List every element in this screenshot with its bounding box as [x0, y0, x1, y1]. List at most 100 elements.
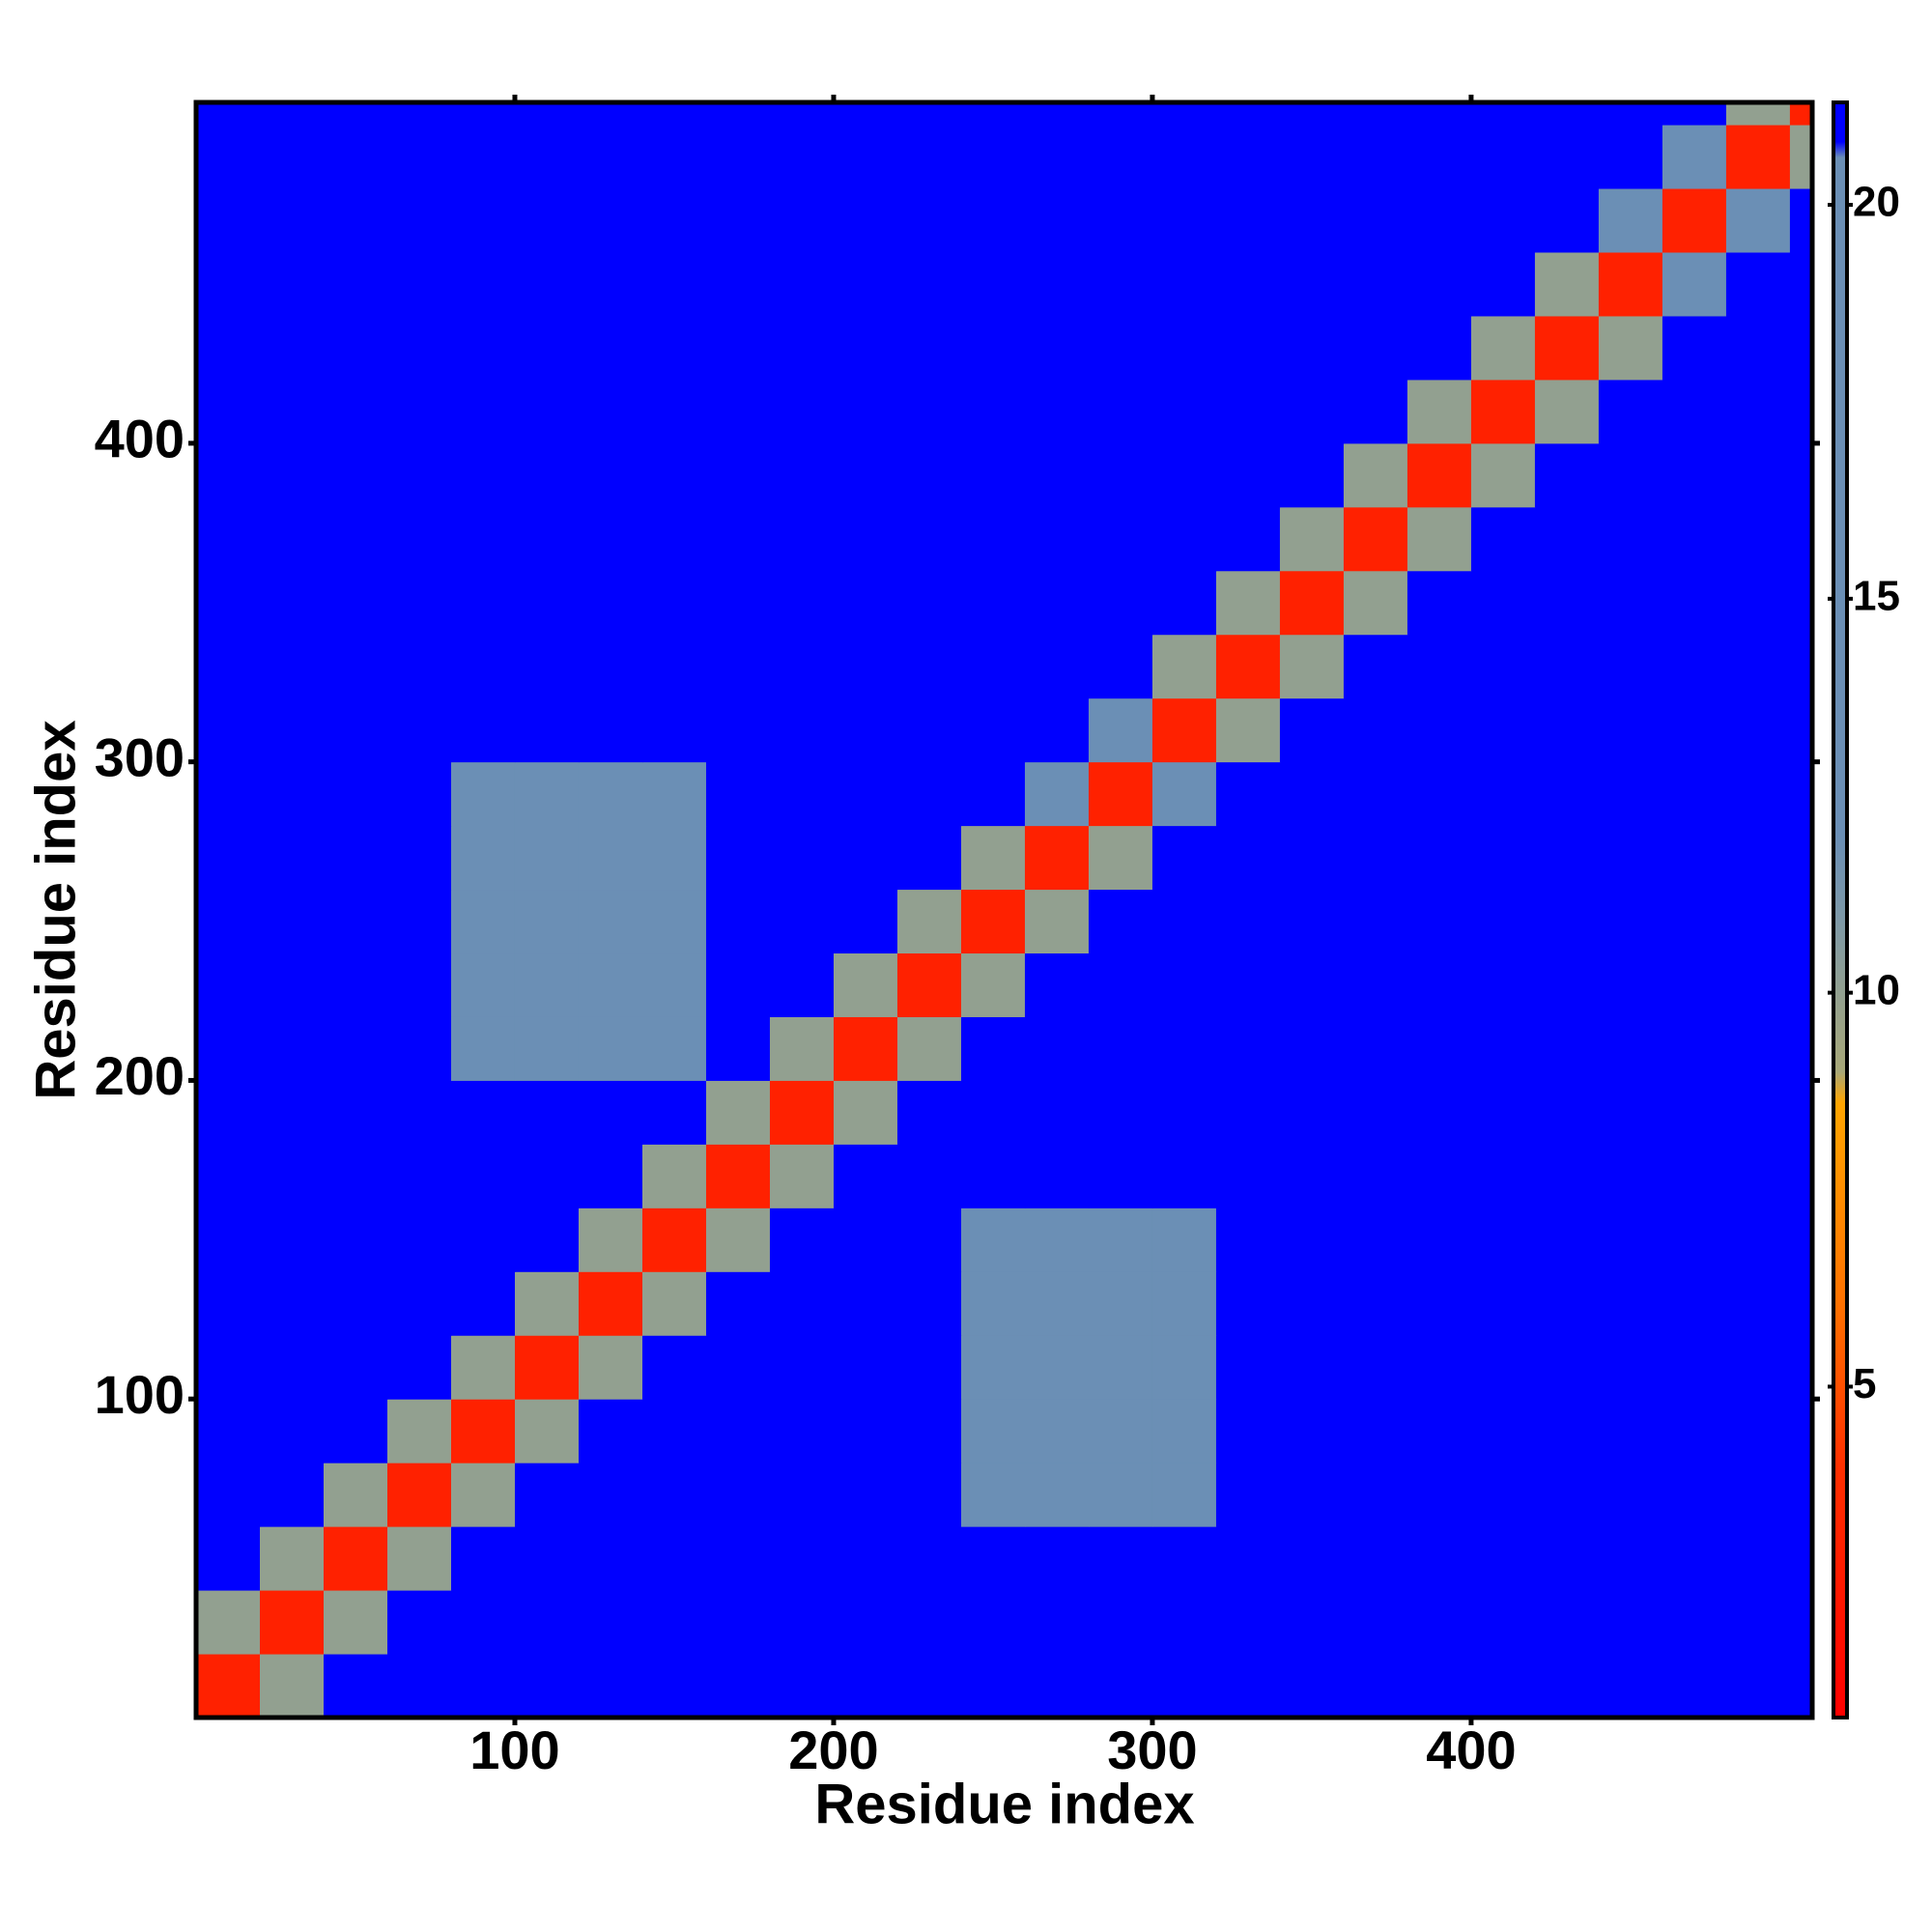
heatmap-cell [1470, 1654, 1536, 1719]
heatmap-cell [1343, 1463, 1408, 1527]
heatmap-cell [1024, 1399, 1090, 1463]
heatmap-cell [1598, 442, 1663, 508]
heatmap-cell [323, 1335, 388, 1400]
heatmap-cell [1088, 1271, 1153, 1336]
heatmap-cell [1662, 1590, 1727, 1655]
heatmap-cell [450, 1399, 516, 1463]
heatmap-cell [1725, 125, 1791, 189]
heatmap-cell [578, 125, 643, 189]
heatmap-cell [1662, 697, 1727, 763]
heatmap-cell [1279, 1208, 1345, 1272]
heatmap-cell [514, 825, 580, 891]
heatmap-cell [514, 1399, 580, 1463]
heatmap-cell [323, 1208, 388, 1272]
heatmap-cell [1343, 761, 1408, 827]
heatmap-cell [1088, 1335, 1153, 1400]
heatmap-cell [1343, 379, 1408, 444]
heatmap-cell [1470, 634, 1536, 699]
heatmap-cell [833, 251, 898, 317]
heatmap-cell [1215, 634, 1281, 699]
heatmap-cell [1088, 1080, 1153, 1145]
heatmap-cell [1470, 1526, 1536, 1591]
heatmap-cell [1662, 1080, 1727, 1145]
heatmap-cell [641, 697, 707, 763]
heatmap-cell [1534, 761, 1600, 827]
heatmap-cell [833, 188, 898, 253]
heatmap-cell [833, 761, 898, 827]
heatmap-cell [578, 442, 643, 508]
heatmap-cell [641, 1080, 707, 1145]
heatmap-cell [1598, 251, 1663, 317]
heatmap-cell [1088, 1144, 1153, 1208]
heatmap-cell [1470, 125, 1536, 189]
heatmap-cell [641, 570, 707, 636]
heatmap-cell [450, 889, 516, 954]
heatmap-cell [1534, 570, 1600, 636]
heatmap-cell [705, 1463, 771, 1527]
heatmap-cell [1406, 1463, 1472, 1527]
heatmap-cell [1343, 102, 1408, 126]
heatmap-cell [1789, 570, 1813, 636]
heatmap-cell [450, 102, 516, 126]
heatmap-cell [833, 1526, 898, 1591]
heatmap-cell [1470, 1399, 1536, 1463]
x-tick-label: 400 [1426, 1719, 1516, 1780]
heatmap-cell [514, 761, 580, 827]
heatmap-cell [641, 315, 707, 381]
heatmap-cell [259, 1016, 325, 1081]
heatmap-cell [1662, 1335, 1727, 1400]
heatmap-cell [1725, 952, 1791, 1017]
heatmap-cell [1088, 125, 1153, 189]
heatmap-cell [1406, 1271, 1472, 1336]
heatmap-cell [1343, 125, 1408, 189]
heatmap-cell [1725, 634, 1791, 699]
heatmap-cell [705, 1526, 771, 1591]
heatmap-cell [386, 1654, 452, 1719]
heatmap-cell [1024, 570, 1090, 636]
heatmap-cell [1151, 570, 1217, 636]
heatmap-cell [833, 1463, 898, 1527]
heatmap-cell [1215, 1208, 1281, 1272]
heatmap-cell [196, 1144, 261, 1208]
heatmap-cell [323, 1016, 388, 1081]
heatmap-cell [1725, 1080, 1791, 1145]
heatmap-cell [1725, 379, 1791, 444]
heatmap-cell [450, 251, 516, 317]
heatmap-cell [259, 1144, 325, 1208]
heatmap-cell [514, 102, 580, 126]
heatmap-cell [641, 379, 707, 444]
heatmap-cell [1662, 1271, 1727, 1336]
heatmap-cell [960, 1016, 1026, 1081]
heatmap-cell [705, 570, 771, 636]
heatmap-cell [641, 761, 707, 827]
heatmap-cell [1215, 1590, 1281, 1655]
heatmap-cell [1789, 1399, 1813, 1463]
heatmap-cell [1024, 506, 1090, 572]
heatmap-cell [259, 952, 325, 1017]
heatmap-cell [1789, 125, 1813, 189]
heatmap-cell [1598, 506, 1663, 572]
heatmap-cell [1024, 1463, 1090, 1527]
heatmap-cell [1789, 102, 1813, 126]
heatmap-cell [1470, 188, 1536, 253]
heatmap-cell [1151, 825, 1217, 891]
heatmap-cell [833, 1271, 898, 1336]
heatmap-cell [1343, 442, 1408, 508]
heatmap-cell [1406, 1144, 1472, 1208]
heatmap-cell [1406, 1016, 1472, 1081]
x-tick-label: 100 [469, 1719, 559, 1780]
heatmap-cell [1279, 889, 1345, 954]
heatmap-cell [1151, 634, 1217, 699]
heatmap-cell [1406, 1590, 1472, 1655]
heatmap-cell [769, 761, 835, 827]
heatmap-cell [1151, 1654, 1217, 1719]
heatmap-cell [1024, 1590, 1090, 1655]
heatmap-cell [323, 761, 388, 827]
heatmap-cell [960, 1271, 1026, 1336]
heatmap-cell [641, 634, 707, 699]
heatmap-cell [196, 1590, 261, 1655]
heatmap-cell [1343, 697, 1408, 763]
heatmap-cell [259, 1590, 325, 1655]
y-tick-label: 300 [95, 726, 185, 787]
heatmap-cell [259, 1208, 325, 1272]
